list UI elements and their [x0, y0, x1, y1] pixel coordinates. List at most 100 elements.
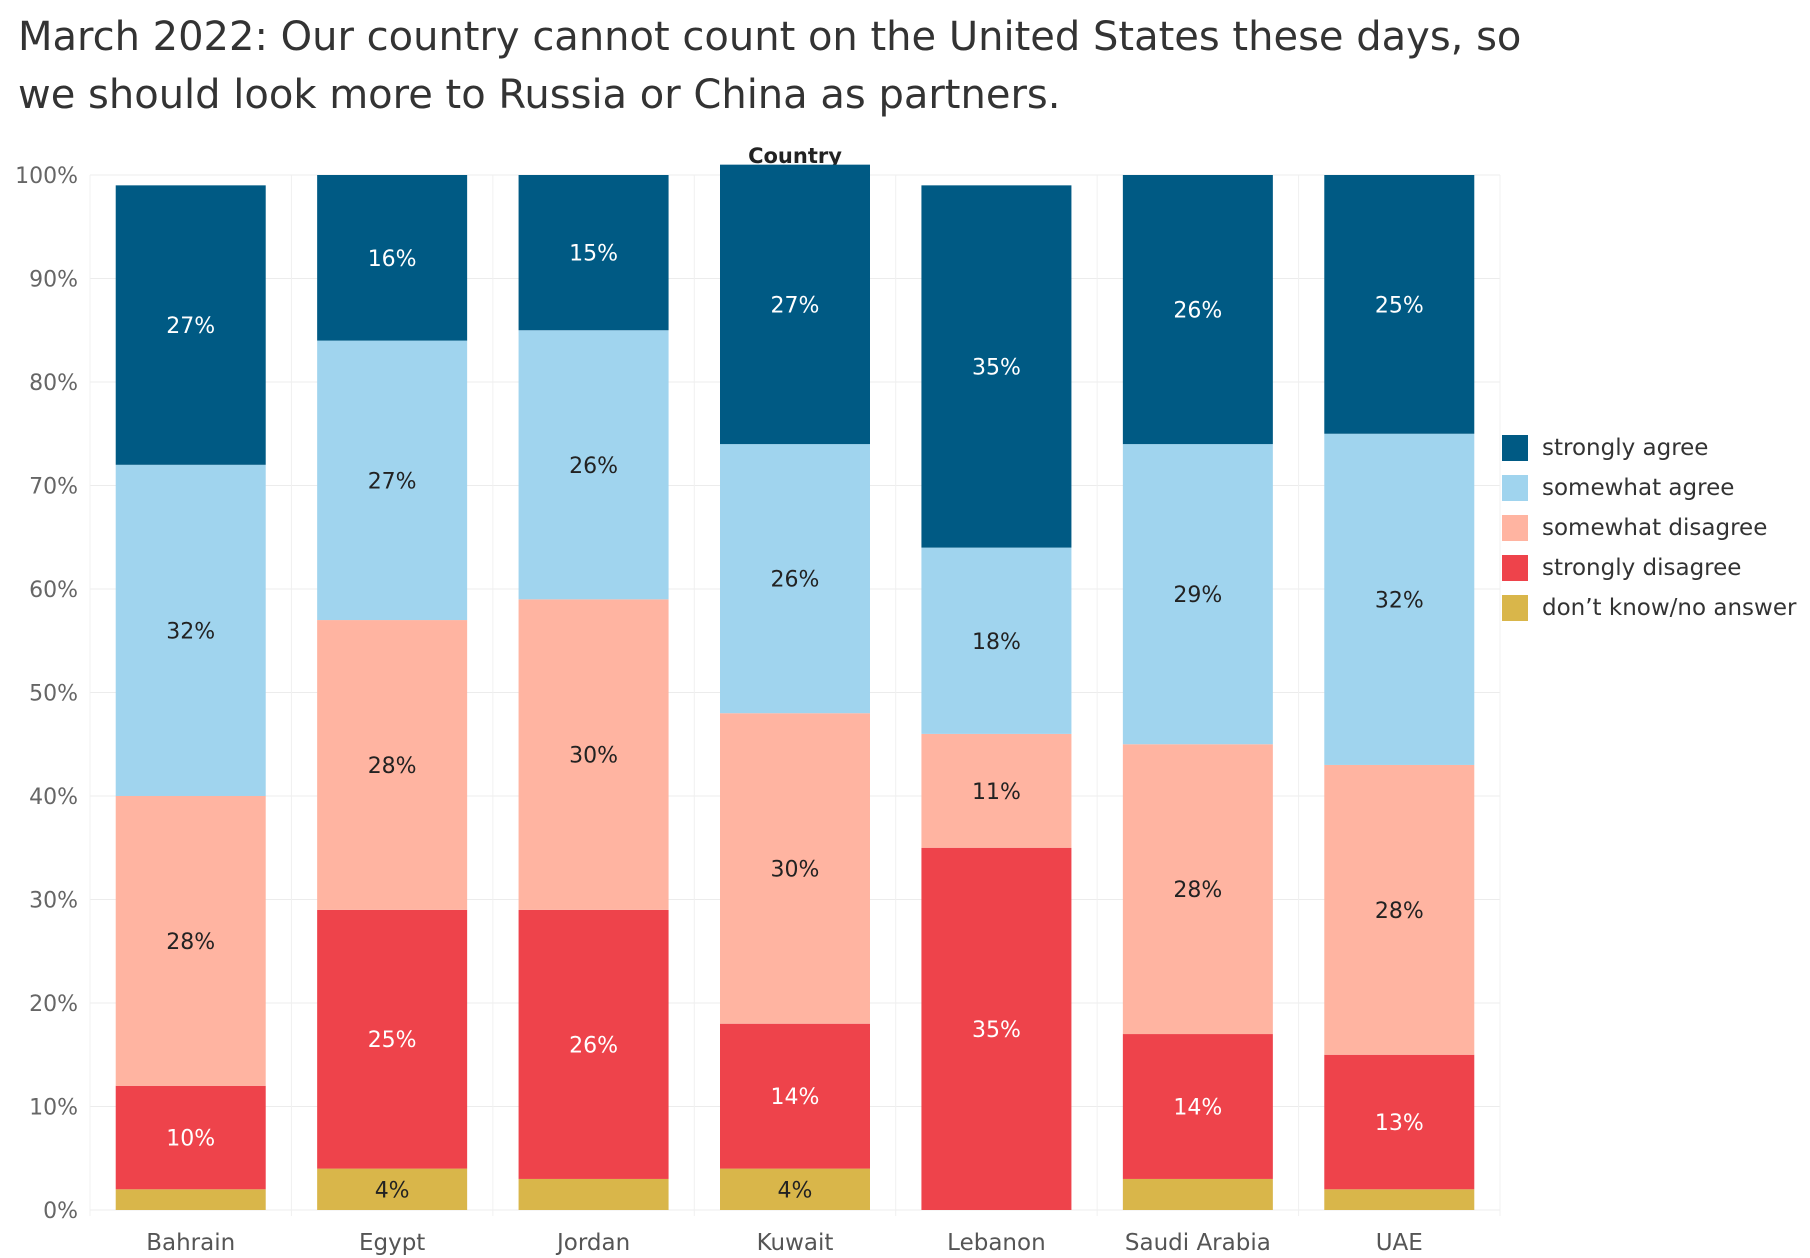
data-label: 27%	[771, 293, 820, 318]
data-label: 26%	[771, 568, 820, 593]
bar-segment	[720, 444, 870, 714]
data-label: 26%	[569, 1033, 618, 1058]
data-label: 14%	[1173, 1096, 1222, 1121]
data-label: 30%	[569, 744, 618, 769]
bar-segment	[115, 796, 266, 1086]
bar-segment	[1324, 1054, 1475, 1190]
bar-segment	[1122, 444, 1273, 745]
data-label: 13%	[1375, 1111, 1424, 1136]
data-label: 32%	[166, 619, 215, 644]
legend: strongly agree somewhat agree somewhat d…	[1502, 428, 1796, 628]
bar-segment	[720, 1168, 870, 1210]
y-tick-label: 40%	[29, 785, 78, 810]
data-label: 25%	[368, 1028, 417, 1053]
bar-segment	[1122, 175, 1273, 445]
chart-title: March 2022: Our country cannot count on …	[18, 14, 1522, 118]
legend-swatch	[1502, 475, 1528, 501]
bar-segment	[518, 1178, 669, 1210]
bar-segment	[1324, 433, 1475, 765]
data-label: 28%	[1375, 899, 1424, 924]
bar-segment	[317, 340, 468, 621]
data-label: 25%	[1375, 293, 1424, 318]
data-label: 26%	[569, 454, 618, 479]
data-label: 10%	[166, 1127, 215, 1152]
data-label: 4%	[778, 1178, 813, 1203]
bar-segment	[115, 1189, 266, 1210]
y-tick-label: 90%	[29, 268, 78, 293]
data-label: 29%	[1173, 583, 1222, 608]
bar-segment	[1122, 1178, 1273, 1210]
bar-segment	[720, 1023, 870, 1169]
legend-swatch	[1502, 595, 1528, 621]
legend-item: strongly agree	[1502, 428, 1796, 468]
y-tick-label: 30%	[29, 889, 78, 914]
bar-segment	[921, 185, 1072, 548]
bar-segment	[115, 1085, 266, 1190]
x-tick-label: Lebanon	[947, 1230, 1045, 1256]
y-tick-label: 0%	[43, 1199, 78, 1224]
data-label: 26%	[1173, 299, 1222, 324]
legend-label: strongly disagree	[1542, 555, 1742, 581]
x-tick-label: Jordan	[555, 1230, 630, 1256]
x-tick-label: UAE	[1376, 1230, 1423, 1256]
bar-segment	[921, 847, 1072, 1210]
data-label: 15%	[569, 242, 618, 267]
data-label: 28%	[166, 930, 215, 955]
bar-segment	[720, 713, 870, 1024]
bar-segment	[1122, 744, 1273, 1035]
bar-segment	[317, 909, 468, 1169]
y-tick-label: 10%	[29, 1096, 78, 1121]
legend-item: strongly disagree	[1502, 548, 1796, 588]
bar-segment	[720, 164, 870, 445]
legend-label: strongly agree	[1542, 435, 1709, 461]
legend-swatch	[1502, 435, 1528, 461]
x-tick-label: Bahrain	[146, 1230, 235, 1256]
bar-segment	[115, 185, 266, 465]
y-tick-label: 50%	[29, 682, 78, 707]
legend-item: don’t know/no answer	[1502, 588, 1796, 628]
column-header: Country	[748, 144, 842, 168]
bar-segment	[518, 909, 669, 1179]
y-tick-label: 60%	[29, 578, 78, 603]
data-label: 11%	[972, 780, 1021, 805]
x-tick-label: Egypt	[359, 1230, 425, 1256]
data-label: 28%	[1173, 878, 1222, 903]
legend-swatch	[1502, 555, 1528, 581]
y-tick-label: 100%	[15, 164, 78, 189]
bar-segment	[317, 175, 468, 341]
data-label: 16%	[368, 247, 417, 272]
data-label: 27%	[166, 314, 215, 339]
bar-segment	[115, 464, 266, 796]
data-label: 27%	[368, 469, 417, 494]
y-tick-label: 80%	[29, 371, 78, 396]
bar-segment	[518, 175, 669, 331]
legend-label: somewhat agree	[1542, 475, 1735, 501]
y-tick-label: 20%	[29, 992, 78, 1017]
legend-item: somewhat agree	[1502, 468, 1796, 508]
legend-swatch	[1502, 515, 1528, 541]
data-label: 4%	[375, 1178, 410, 1203]
x-tick-label: Saudi Arabia	[1125, 1230, 1271, 1256]
data-label: 35%	[972, 1018, 1021, 1043]
bar-segment	[921, 733, 1072, 848]
data-label: 28%	[368, 754, 417, 779]
data-label: 35%	[972, 355, 1021, 380]
bar-segment	[1122, 1034, 1273, 1179]
legend-label: somewhat disagree	[1542, 515, 1768, 541]
bar-segment	[1324, 1189, 1475, 1210]
bar-segment	[317, 620, 468, 910]
data-label: 32%	[1375, 588, 1424, 613]
data-label: 30%	[771, 857, 820, 882]
bar-segment	[921, 547, 1072, 734]
bar-segment	[518, 330, 669, 600]
legend-item: somewhat disagree	[1502, 508, 1796, 548]
y-tick-label: 70%	[29, 475, 78, 500]
bar-segment	[1324, 175, 1475, 434]
bar-segment	[1324, 764, 1475, 1055]
x-tick-label: Kuwait	[757, 1230, 834, 1256]
data-label: 18%	[972, 630, 1021, 655]
data-label: 14%	[771, 1085, 820, 1110]
bar-segment	[518, 599, 669, 910]
bar-segment	[317, 1168, 468, 1210]
